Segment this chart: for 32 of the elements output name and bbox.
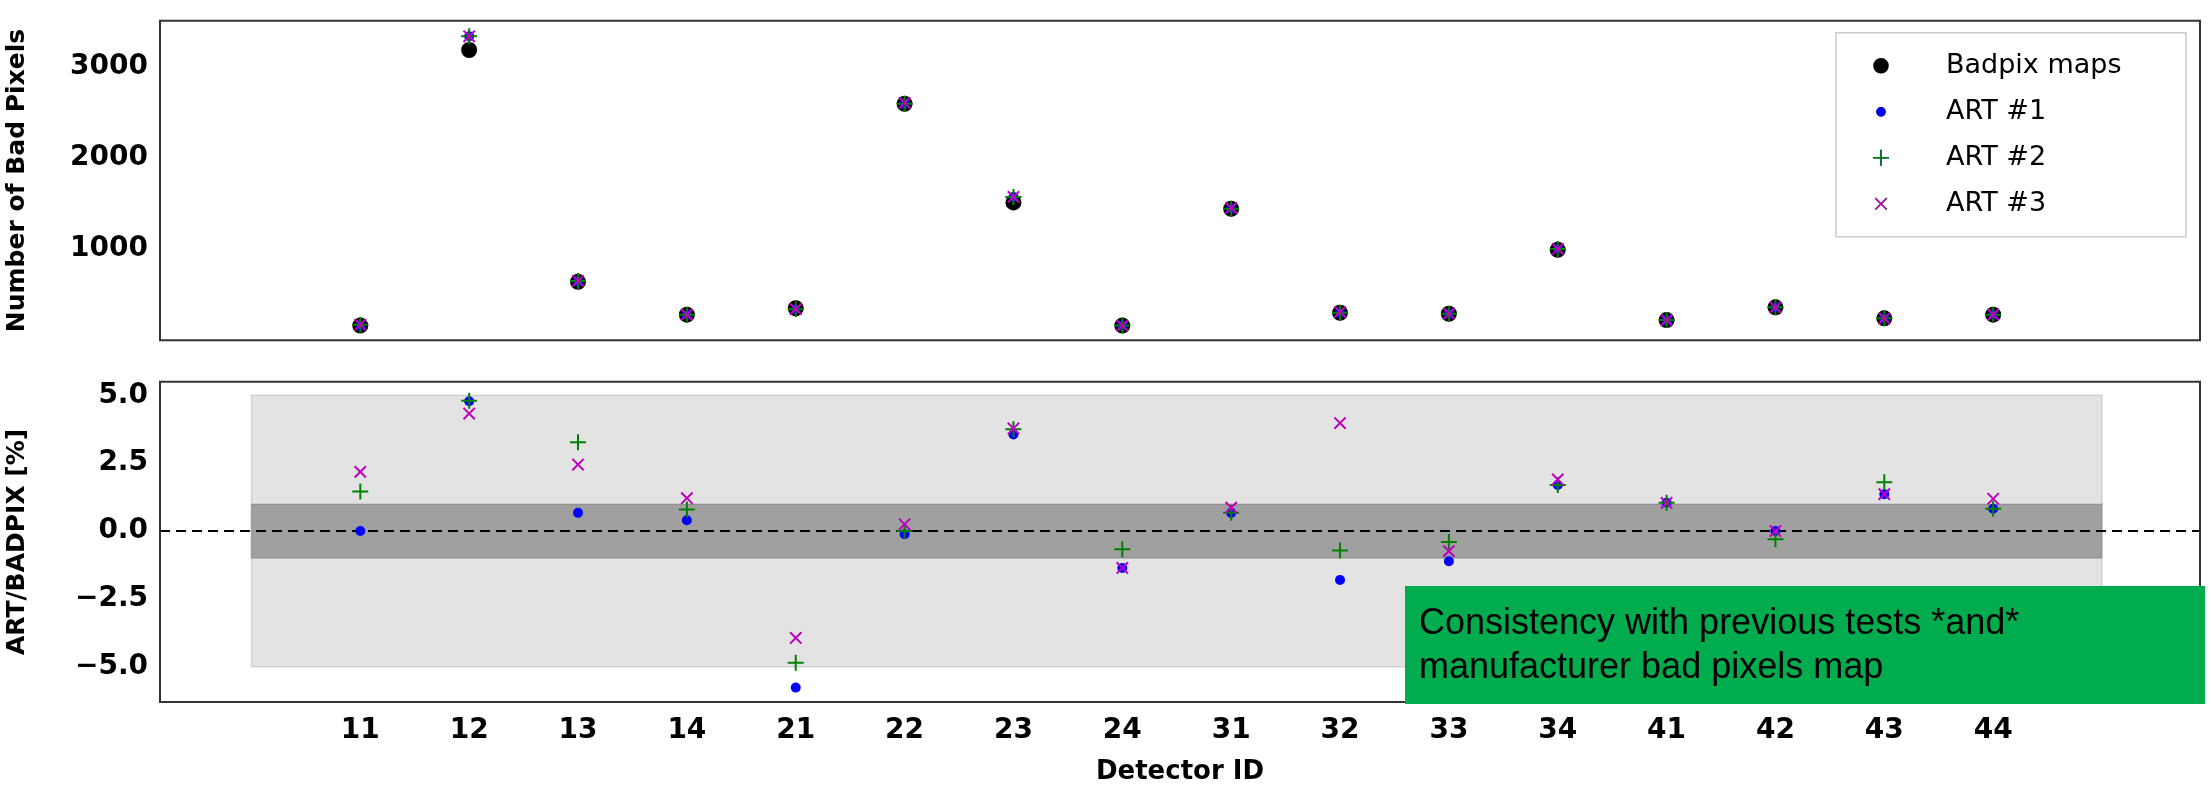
legend-label: ART #1 [1946, 93, 2047, 125]
legend-label: ART #2 [1946, 139, 2047, 171]
x-tick-label: 41 [1647, 712, 1687, 746]
x-tick-label: 12 [449, 712, 489, 746]
x-tick-label: 22 [885, 712, 925, 746]
x-tick-label: 31 [1211, 712, 1251, 746]
x-tick-label: 42 [1755, 712, 1795, 746]
y-axis-title: Number of Bad Pixels [0, 28, 30, 333]
x-tick-label: 32 [1320, 712, 1360, 746]
x-axis-title: Detector ID [1095, 755, 1265, 786]
x-tick-label: 23 [993, 712, 1033, 746]
y-tick-label: 0.0 [98, 512, 148, 546]
y-axis-title: ART/BADPIX [%] [0, 428, 30, 656]
y-tick-label: 3000 [70, 47, 148, 81]
y-tick-label: −2.5 [74, 580, 148, 614]
x-tick-label: 21 [776, 712, 816, 746]
legend-label: ART #3 [1946, 185, 2047, 217]
x-tick-label: 24 [1102, 712, 1142, 746]
x-tick-label: 11 [340, 712, 380, 746]
y-tick-label: 2.5 [98, 444, 148, 478]
x-tick-label: 44 [1973, 712, 2013, 746]
x-tick-label: 13 [558, 712, 598, 746]
callout-box: Consistency with previous tests *and* manufacturer bad pixels map [1405, 586, 2205, 704]
y-tick-label: −5.0 [74, 648, 148, 682]
y-tick-label: 1000 [70, 230, 148, 264]
x-tick-label: 14 [667, 712, 707, 746]
x-tick-label: 34 [1538, 712, 1578, 746]
y-tick-label: 5.0 [98, 376, 148, 410]
y-tick-label: 2000 [70, 138, 148, 172]
x-tick-label: 33 [1429, 712, 1469, 746]
legend-label: Badpix maps [1946, 47, 2122, 79]
x-tick-label: 43 [1864, 712, 1904, 746]
